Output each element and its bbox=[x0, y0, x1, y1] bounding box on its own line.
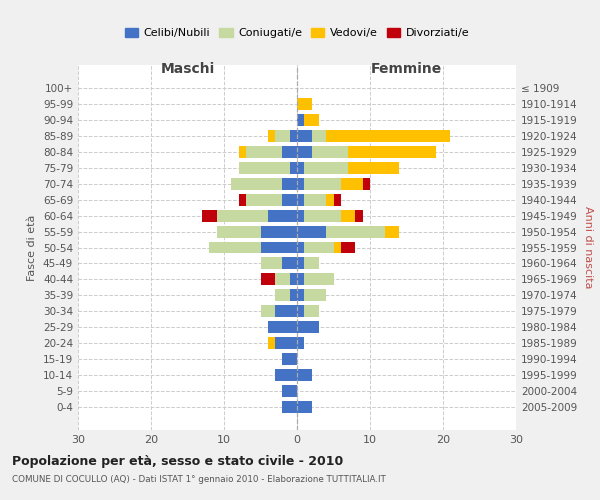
Bar bbox=[217, 210, 268, 222]
Bar bbox=[297, 242, 304, 254]
Bar bbox=[268, 130, 275, 141]
Bar bbox=[283, 194, 297, 205]
Bar bbox=[268, 322, 297, 334]
Bar bbox=[348, 162, 399, 173]
Bar bbox=[334, 194, 341, 205]
Bar bbox=[297, 226, 326, 237]
Bar bbox=[297, 370, 311, 382]
Text: Maschi: Maschi bbox=[160, 62, 215, 76]
Bar bbox=[202, 210, 217, 222]
Bar bbox=[326, 130, 450, 141]
Bar bbox=[297, 322, 319, 334]
Bar bbox=[297, 194, 304, 205]
Bar bbox=[311, 146, 348, 158]
Bar bbox=[297, 162, 304, 173]
Bar bbox=[246, 194, 283, 205]
Bar bbox=[260, 274, 275, 285]
Bar bbox=[260, 242, 297, 254]
Bar bbox=[297, 114, 304, 126]
Bar bbox=[275, 290, 290, 302]
Bar bbox=[355, 210, 362, 222]
Bar bbox=[283, 402, 297, 413]
Bar bbox=[297, 210, 304, 222]
Bar bbox=[283, 258, 297, 270]
Bar bbox=[362, 178, 370, 190]
Bar bbox=[268, 210, 297, 222]
Bar bbox=[304, 194, 326, 205]
Bar bbox=[275, 306, 297, 318]
Bar bbox=[290, 162, 297, 173]
Bar bbox=[275, 130, 290, 141]
Bar bbox=[311, 130, 326, 141]
Bar bbox=[348, 146, 436, 158]
Text: Femmine: Femmine bbox=[371, 62, 442, 76]
Bar bbox=[297, 130, 311, 141]
Bar bbox=[275, 338, 297, 349]
Bar bbox=[297, 338, 304, 349]
Bar bbox=[341, 178, 362, 190]
Bar bbox=[283, 386, 297, 398]
Bar bbox=[239, 146, 246, 158]
Bar bbox=[275, 274, 290, 285]
Bar bbox=[260, 226, 297, 237]
Y-axis label: Anni di nascita: Anni di nascita bbox=[583, 206, 593, 289]
Bar bbox=[334, 242, 341, 254]
Bar bbox=[232, 178, 283, 190]
Bar bbox=[385, 226, 399, 237]
Bar bbox=[275, 370, 297, 382]
Text: Popolazione per età, sesso e stato civile - 2010: Popolazione per età, sesso e stato civil… bbox=[12, 455, 343, 468]
Bar bbox=[297, 258, 304, 270]
Bar bbox=[246, 146, 283, 158]
Bar bbox=[326, 194, 334, 205]
Bar bbox=[297, 402, 311, 413]
Bar bbox=[304, 258, 319, 270]
Bar bbox=[260, 306, 275, 318]
Bar bbox=[304, 178, 341, 190]
Bar bbox=[304, 114, 319, 126]
Bar bbox=[341, 242, 355, 254]
Bar bbox=[304, 290, 326, 302]
Bar bbox=[297, 178, 304, 190]
Bar bbox=[239, 194, 246, 205]
Bar bbox=[239, 162, 290, 173]
Bar bbox=[304, 162, 348, 173]
Bar bbox=[290, 290, 297, 302]
Text: COMUNE DI COCULLO (AQ) - Dati ISTAT 1° gennaio 2010 - Elaborazione TUTTITALIA.IT: COMUNE DI COCULLO (AQ) - Dati ISTAT 1° g… bbox=[12, 475, 386, 484]
Bar bbox=[290, 274, 297, 285]
Bar bbox=[297, 146, 311, 158]
Bar bbox=[260, 258, 283, 270]
Bar bbox=[297, 274, 304, 285]
Bar bbox=[304, 210, 341, 222]
Bar bbox=[283, 146, 297, 158]
Bar bbox=[209, 242, 260, 254]
Bar bbox=[283, 178, 297, 190]
Bar bbox=[304, 242, 334, 254]
Bar bbox=[290, 130, 297, 141]
Bar bbox=[297, 98, 311, 110]
Bar bbox=[326, 226, 385, 237]
Bar bbox=[217, 226, 260, 237]
Y-axis label: Fasce di età: Fasce di età bbox=[28, 214, 37, 280]
Bar bbox=[304, 274, 334, 285]
Bar bbox=[268, 338, 275, 349]
Bar bbox=[297, 290, 304, 302]
Bar bbox=[283, 354, 297, 366]
Bar bbox=[341, 210, 355, 222]
Bar bbox=[297, 306, 304, 318]
Legend: Celibi/Nubili, Coniugati/e, Vedovi/e, Divorziati/e: Celibi/Nubili, Coniugati/e, Vedovi/e, Di… bbox=[121, 23, 473, 43]
Bar bbox=[304, 306, 319, 318]
